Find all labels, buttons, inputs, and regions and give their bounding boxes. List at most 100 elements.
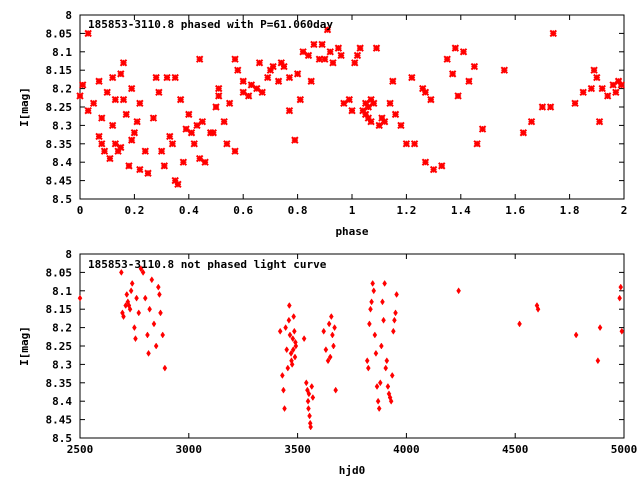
phased-y-tick-label: 8.25: [46, 101, 73, 114]
unphased-data-point: [119, 268, 124, 276]
phased-data-point: [612, 88, 620, 96]
phased-data-point: [215, 84, 223, 93]
phased-data-point: [171, 73, 179, 82]
phased-data-point: [125, 162, 133, 170]
unphased-xlabel: hjd0: [339, 464, 366, 477]
unphased-data-point: [151, 320, 157, 328]
phased-data-point: [410, 140, 419, 148]
unphased-data-point: [123, 302, 128, 309]
phased-data-point: [285, 106, 294, 115]
unphased-data-point: [157, 291, 162, 298]
phased-data-point: [321, 55, 329, 63]
unphased-data-point: [329, 313, 334, 321]
unphased-data-point: [383, 364, 389, 372]
unphased-data-point: [308, 423, 313, 431]
phased-data-point: [443, 55, 451, 63]
phased-data-point: [593, 73, 601, 82]
phased-data-point: [111, 95, 120, 104]
unphased-data-point: [121, 313, 126, 321]
unphased-data-point: [379, 342, 384, 350]
unphased-data-point: [617, 294, 622, 302]
unphased-data-point: [134, 294, 139, 302]
unphased-data-point: [310, 394, 316, 401]
phased-data-point: [89, 99, 98, 108]
unphased-data-point: [277, 327, 283, 335]
phased-data-point: [136, 99, 144, 108]
unphased-data-point: [138, 265, 144, 273]
phased-data-point: [263, 73, 272, 82]
phased-data-point: [157, 147, 166, 155]
phased-data-point: [225, 99, 234, 108]
unphased-data-point: [456, 287, 461, 295]
unphased-x-tick-label: 2500: [67, 443, 94, 456]
phased-data-point: [345, 95, 353, 104]
phased-title: 185853-3110.8 phased with P=61.060day: [88, 18, 333, 31]
phased-data-point: [253, 84, 261, 93]
phased-data-point: [239, 77, 247, 85]
phased-data-point: [356, 44, 364, 52]
unphased-data-point: [124, 291, 130, 298]
phased-data-point: [318, 40, 326, 49]
unphased-data-point: [153, 342, 159, 350]
phased-data-point: [421, 88, 430, 96]
phased-data-point: [348, 106, 356, 115]
unphased-y-tick-label: 8: [65, 248, 72, 261]
phased-data-point: [527, 118, 536, 126]
phased-x-tick-label: 1.2: [396, 204, 416, 217]
phased-data-point: [103, 88, 111, 96]
unphased-data-point: [333, 386, 338, 394]
unphased-data-point: [284, 346, 290, 354]
unphased-data-point: [290, 335, 296, 343]
phased-data-point: [244, 92, 253, 100]
phased-data-point: [326, 48, 334, 56]
phased-data-point: [429, 165, 438, 174]
unphased-panel: 2500 3000 3500 4000 4500 5000 8 8.05 8.1 8.15 8.2 8…: [18, 248, 637, 477]
unphased-data-point: [289, 360, 295, 368]
phased-data-point: [448, 70, 457, 78]
unphased-data-point: [573, 331, 579, 339]
phased-data-point: [98, 114, 106, 122]
phased-data-point: [269, 62, 277, 71]
phased-y-tick-label: 8: [65, 9, 72, 22]
phased-data-point: [337, 51, 345, 60]
unphased-data-point: [375, 397, 381, 405]
unphased-y-tick-label: 8.05: [46, 266, 73, 279]
phased-data-point: [117, 70, 125, 78]
unphased-data-point: [285, 364, 291, 372]
phased-data-point: [108, 73, 117, 82]
phased-data-point: [590, 66, 598, 74]
phased-ticks: 0 0.2 0.4 0.6 0.8 1 1.2 1.4 1.6 1.8 2 8 8.05 8.1 8.15 8…: [46, 9, 628, 217]
phased-data-point: [334, 44, 343, 52]
phased-data-point: [473, 140, 481, 148]
unphased-data-point: [325, 357, 331, 365]
unphased-data-point: [380, 298, 385, 306]
unphased-data-point: [326, 320, 332, 328]
unphased-data-point: [372, 331, 378, 339]
phased-x-tick-label: 0.8: [288, 204, 308, 217]
phased-data-point: [307, 77, 315, 85]
unphased-data-point: [385, 383, 391, 390]
unphased-data-point: [595, 357, 601, 365]
phased-data-point: [465, 77, 473, 85]
phased-data-point: [76, 92, 84, 100]
phased-points: [76, 26, 625, 188]
phased-y-tick-label: 8.4: [52, 156, 72, 169]
phased-xlabel: phase: [335, 225, 368, 238]
phased-data-point: [402, 140, 411, 148]
phased-data-point: [546, 103, 555, 111]
phased-data-point: [160, 162, 169, 170]
unphased-ylabel: I[mag]: [18, 326, 31, 366]
phased-data-point: [247, 81, 256, 89]
phased-data-point: [587, 84, 596, 93]
unphased-data-point: [323, 346, 329, 354]
unphased-data-point: [392, 316, 397, 324]
unphased-data-point: [160, 331, 165, 339]
phased-data-point: [353, 51, 362, 60]
phased-data-point: [195, 154, 204, 163]
unphased-data-point: [366, 364, 371, 372]
phased-y-tick-label: 8.2: [52, 83, 72, 96]
unphased-data-point: [381, 316, 386, 324]
phased-data-point: [176, 95, 185, 104]
phased-data-point: [304, 51, 313, 60]
phased-data-point: [133, 118, 141, 126]
